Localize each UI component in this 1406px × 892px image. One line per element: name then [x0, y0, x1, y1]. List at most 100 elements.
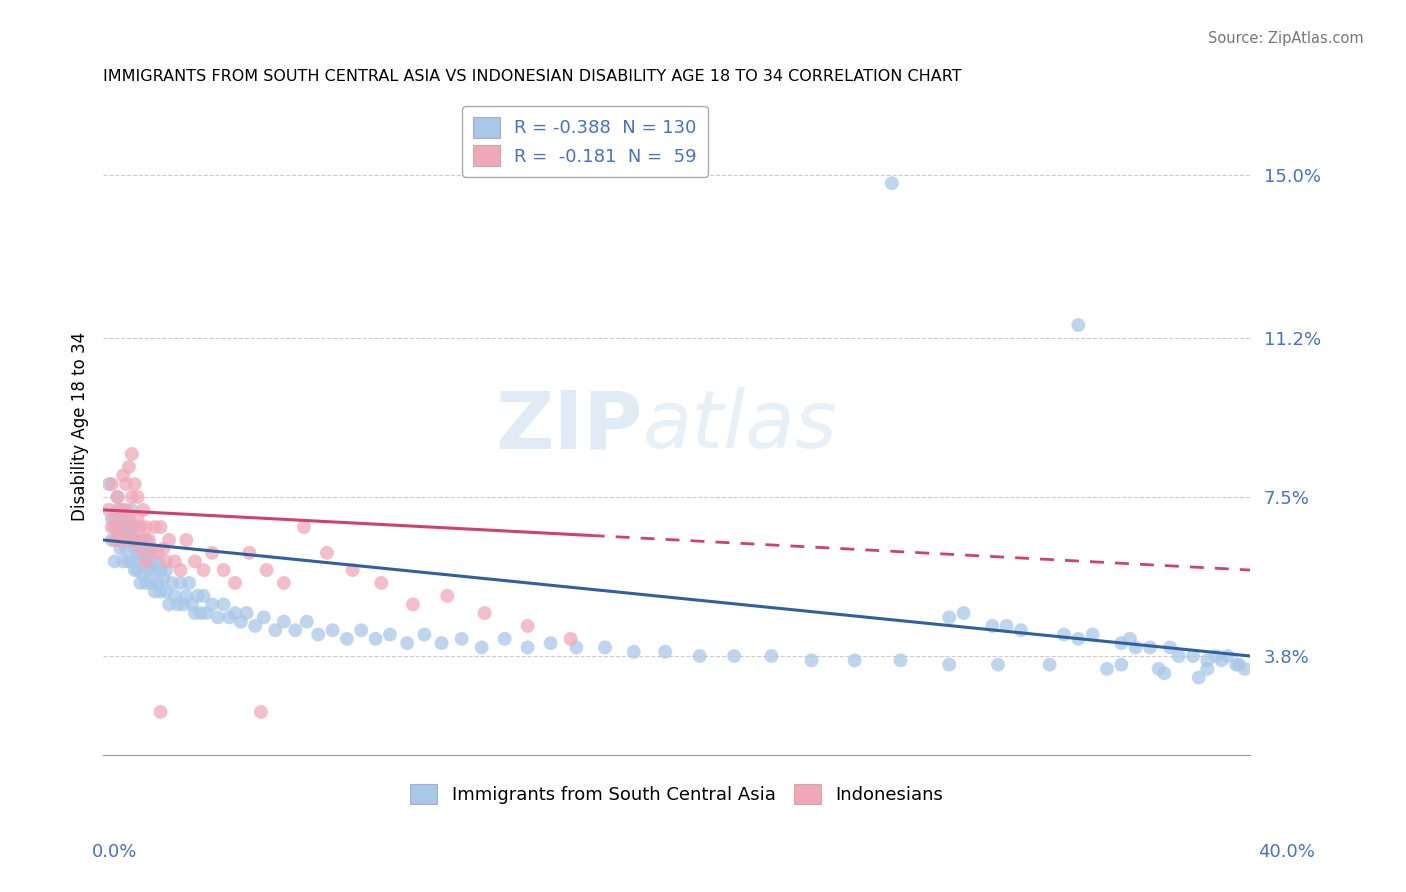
Point [172, 598, 194, 612]
Point [107, 533, 129, 547]
Point [1039, 657, 1062, 672]
Point [107, 520, 129, 534]
Point [121, 447, 143, 461]
Point [1216, 648, 1239, 663]
Point [127, 490, 149, 504]
Point [124, 477, 146, 491]
Point [181, 598, 204, 612]
Point [149, 520, 172, 534]
Point [1182, 648, 1205, 663]
Point [1010, 624, 1032, 638]
Point [1205, 648, 1227, 663]
Point [110, 503, 132, 517]
Point [938, 657, 960, 672]
Point [190, 606, 212, 620]
Point [104, 554, 127, 568]
Point [800, 653, 823, 667]
Text: 40.0%: 40.0% [1258, 843, 1315, 861]
Point [402, 598, 425, 612]
Point [104, 533, 127, 547]
Point [127, 563, 149, 577]
Point [516, 619, 538, 633]
Point [100, 533, 122, 547]
Point [100, 511, 122, 525]
Point [121, 533, 143, 547]
Point [889, 653, 911, 667]
Point [104, 520, 127, 534]
Point [378, 627, 401, 641]
Point [322, 624, 344, 638]
Point [135, 520, 157, 534]
Point [516, 640, 538, 655]
Point [138, 546, 160, 560]
Point [107, 490, 129, 504]
Point [110, 541, 132, 556]
Point [115, 477, 138, 491]
Point [1188, 671, 1211, 685]
Text: 0.0%: 0.0% [91, 843, 136, 861]
Point [112, 533, 135, 547]
Point [1139, 640, 1161, 655]
Point [1197, 653, 1219, 667]
Point [100, 477, 122, 491]
Point [135, 576, 157, 591]
Point [143, 520, 166, 534]
Point [118, 511, 141, 525]
Point [295, 615, 318, 629]
Point [149, 705, 172, 719]
Point [118, 459, 141, 474]
Point [207, 610, 229, 624]
Point [121, 554, 143, 568]
Point [110, 533, 132, 547]
Point [157, 598, 180, 612]
Point [135, 554, 157, 568]
Point [104, 511, 127, 525]
Point [264, 624, 287, 638]
Point [97, 477, 120, 491]
Point [107, 503, 129, 517]
Point [1111, 636, 1133, 650]
Point [593, 640, 616, 655]
Point [163, 589, 186, 603]
Point [124, 533, 146, 547]
Text: IMMIGRANTS FROM SOUTH CENTRAL ASIA VS INDONESIAN DISABILITY AGE 18 TO 34 CORRELA: IMMIGRANTS FROM SOUTH CENTRAL ASIA VS IN… [103, 69, 962, 84]
Point [155, 584, 177, 599]
Point [273, 576, 295, 591]
Point [987, 657, 1010, 672]
Point [952, 606, 974, 620]
Point [152, 572, 174, 586]
Point [560, 632, 582, 646]
Point [129, 554, 152, 568]
Point [129, 533, 152, 547]
Point [212, 598, 235, 612]
Point [723, 648, 745, 663]
Point [132, 567, 155, 582]
Point [160, 576, 183, 591]
Point [127, 511, 149, 525]
Point [97, 503, 120, 517]
Point [118, 533, 141, 547]
Point [157, 533, 180, 547]
Point [110, 520, 132, 534]
Point [471, 640, 494, 655]
Point [121, 490, 143, 504]
Point [474, 606, 496, 620]
Point [107, 490, 129, 504]
Point [176, 589, 198, 603]
Point [138, 533, 160, 547]
Point [396, 636, 419, 650]
Point [307, 627, 329, 641]
Point [1159, 640, 1181, 655]
Point [350, 624, 373, 638]
Point [124, 563, 146, 577]
Point [1081, 627, 1104, 641]
Point [129, 520, 152, 534]
Point [135, 554, 157, 568]
Point [273, 615, 295, 629]
Point [112, 554, 135, 568]
Point [152, 541, 174, 556]
Point [141, 554, 163, 568]
Point [1233, 662, 1256, 676]
Point [224, 576, 246, 591]
Point [256, 563, 278, 577]
